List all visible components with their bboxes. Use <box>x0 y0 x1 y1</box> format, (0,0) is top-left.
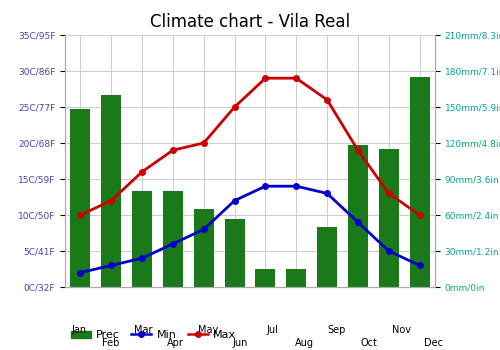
Bar <box>163 191 183 287</box>
Text: Sep: Sep <box>328 325 346 335</box>
Text: Apr: Apr <box>167 338 184 348</box>
Bar <box>224 219 244 287</box>
Text: Jul: Jul <box>266 325 278 335</box>
Text: Dec: Dec <box>424 338 444 348</box>
Text: Oct: Oct <box>361 338 378 348</box>
Bar <box>286 269 306 287</box>
Text: Feb: Feb <box>102 338 120 348</box>
Text: Jun: Jun <box>232 338 248 348</box>
Title: Climate chart - Vila Real: Climate chart - Vila Real <box>150 13 350 31</box>
Bar <box>348 145 368 287</box>
Text: May: May <box>198 325 218 335</box>
Text: Aug: Aug <box>295 338 314 348</box>
Bar <box>70 110 90 287</box>
Bar <box>101 95 121 287</box>
Text: Nov: Nov <box>392 325 411 335</box>
Bar <box>317 227 337 287</box>
Text: Jan: Jan <box>71 325 86 335</box>
Bar <box>410 77 430 287</box>
Bar <box>378 149 399 287</box>
Text: Mar: Mar <box>134 325 152 335</box>
Legend: Prec, Min, Max: Prec, Min, Max <box>70 330 236 340</box>
Bar <box>256 269 276 287</box>
Bar <box>194 209 214 287</box>
Bar <box>132 191 152 287</box>
